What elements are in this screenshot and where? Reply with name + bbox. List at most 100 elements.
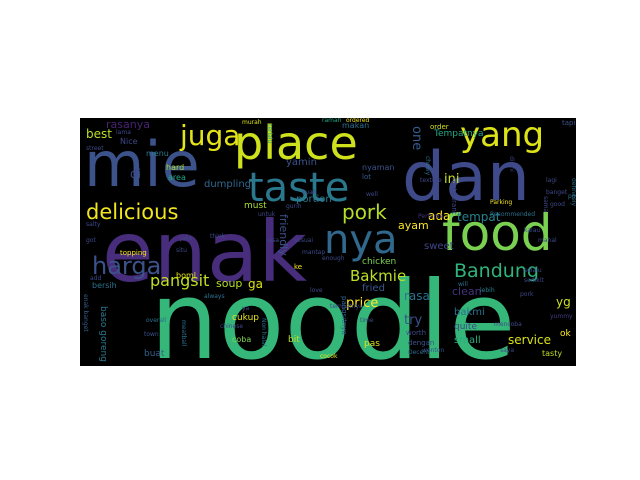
word-dengan: dengan	[408, 339, 435, 347]
word-portion: portion	[296, 194, 332, 205]
word-yummy: yummy	[550, 313, 573, 320]
word-soup: soup	[216, 277, 243, 290]
word-salty: salty	[86, 221, 101, 228]
word-enak: enak	[102, 203, 308, 301]
word-pas: pas	[364, 339, 380, 349]
word-noodle: noodle	[150, 259, 516, 367]
word-nya: nya	[324, 217, 398, 263]
word-gurih: gurih	[286, 203, 302, 210]
word-love: love	[310, 287, 323, 294]
word-tapi: tapi	[562, 119, 576, 127]
word-wonton: wonton	[422, 347, 445, 354]
word-taste: taste	[248, 165, 350, 211]
word-porsi: porsi	[568, 193, 576, 200]
word-kuah: kuah	[302, 189, 317, 196]
word-dan: dan	[402, 138, 530, 217]
word-non-halal: Non halal	[260, 318, 267, 347]
word-juga: juga	[180, 119, 241, 152]
word-situ: situ	[176, 247, 187, 254]
word-rasa: rasa	[266, 237, 279, 244]
word-add: add	[90, 275, 102, 282]
word-ada: ada	[428, 209, 451, 223]
word-fried: fried	[362, 283, 385, 294]
word-bakmie: Bakmie	[350, 267, 407, 285]
word-will: will	[458, 281, 468, 288]
word-chicken: chicken	[362, 257, 397, 267]
word-bit: bit	[288, 335, 300, 345]
word-sweet: sweet	[424, 241, 454, 252]
word-texture: texture	[420, 177, 442, 184]
word-restaurant: restaurant	[450, 178, 458, 215]
word-cocok: cocok	[320, 353, 338, 360]
word-must: must	[244, 201, 267, 211]
word-lot: lot	[362, 173, 371, 181]
word-dumpling: dumpling	[204, 179, 252, 190]
word-coba: coba	[232, 335, 252, 344]
word-harga: harga	[92, 252, 162, 280]
word-quite: quite	[454, 322, 477, 332]
word-bersih: bersih	[92, 281, 117, 290]
word-disini: disini	[508, 156, 515, 172]
word-delicious: delicious	[86, 200, 179, 224]
word-overall: overall	[146, 317, 167, 324]
word-enough: enough	[322, 255, 345, 262]
word-worth: worth	[406, 329, 427, 337]
word-always: always	[204, 293, 225, 300]
word-di: di	[130, 167, 141, 181]
word-think: think	[210, 233, 226, 240]
word-ramah: ramah	[322, 118, 342, 124]
word-cukup: cukup	[232, 313, 260, 323]
word-nyaman: nyaman	[362, 163, 395, 172]
word-sesuai: sesuai	[294, 237, 314, 244]
word-lebih: lebih	[480, 287, 495, 294]
word-buat: buat	[144, 349, 165, 359]
word-bakmi: bakmi	[454, 307, 485, 318]
word-yg: yg	[556, 295, 571, 309]
word-ayam: ayam	[398, 219, 429, 232]
word-price: price	[346, 296, 379, 311]
word-rasanya: rasanya	[106, 118, 150, 131]
word-selalu: selalu	[524, 267, 542, 274]
word-saya: saya	[500, 347, 515, 354]
word-pangsit: pangsit	[150, 271, 210, 290]
word-ini: ini	[444, 172, 460, 187]
word-mencoba: mencoba	[494, 321, 522, 328]
word-pork: pork	[520, 291, 534, 298]
word-bandung: Bandung	[454, 260, 539, 282]
word-try: try	[404, 313, 423, 328]
word-time: time	[360, 317, 374, 324]
word-pertama: Pertama	[418, 213, 444, 220]
word-pangsitnya: pangsitnya	[340, 296, 348, 335]
word-decent: Decent	[408, 349, 430, 356]
word-sama: sama	[542, 196, 549, 213]
word-pork: pork	[342, 200, 387, 224]
word-food: food	[442, 204, 553, 262]
word-chinese: chinese	[220, 323, 244, 330]
word-kalau: kalau	[524, 227, 541, 234]
word-yamin: yamin	[286, 157, 317, 168]
word-place: place	[234, 118, 358, 170]
word-area: area	[168, 173, 186, 182]
word-chewy: chewy	[424, 156, 431, 176]
word-town: town	[144, 331, 159, 338]
word-nice: Nice	[120, 137, 138, 146]
word-cloud: noodle enak mie dan place taste yang food nya jug…	[80, 118, 576, 366]
word-good: good	[550, 201, 565, 208]
word-mahal: mahal	[538, 237, 557, 244]
word-menu: menu	[146, 149, 169, 158]
word-hard: hard	[166, 163, 185, 172]
word-well: well	[366, 191, 378, 198]
word-topping: topping	[120, 249, 147, 257]
word-rasa: rasa	[404, 289, 430, 303]
word-order: order	[430, 123, 449, 131]
word-friendly: friendly	[277, 214, 290, 256]
word-tempatnya: Tempatnya	[434, 129, 484, 139]
word-untuk: untuk	[258, 211, 276, 218]
word-got: got	[86, 237, 96, 244]
word-ga: ga	[248, 277, 263, 291]
word-mie: mie	[84, 128, 200, 201]
word-recommended: Recommended	[490, 211, 536, 218]
word-baso-goreng: baso goreng	[98, 306, 108, 362]
word-tasty: tasty	[542, 349, 563, 358]
word-definitely: definitely	[570, 178, 576, 207]
